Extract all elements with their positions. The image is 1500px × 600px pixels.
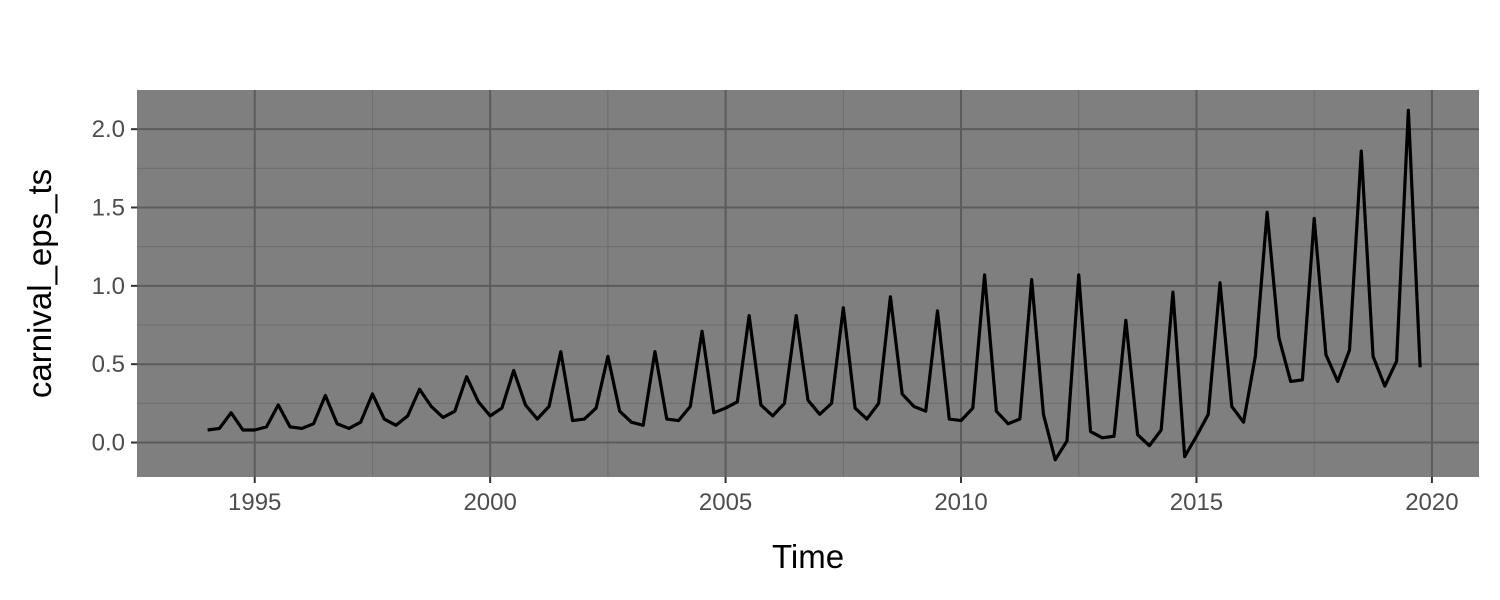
- x-tick-label: 2005: [699, 489, 752, 516]
- y-tick-label: 0.5: [92, 351, 125, 378]
- series-layer: [207, 108, 1422, 462]
- x-axis: 1995 2000 2005 2010 2015 2020: [228, 477, 1459, 516]
- minor-gridlines: [137, 90, 1479, 477]
- y-tick-label: 2.0: [92, 116, 125, 143]
- x-tick-label: 2000: [463, 489, 516, 516]
- x-tick-label: 1995: [228, 489, 281, 516]
- x-axis-title: Time: [772, 538, 844, 575]
- x-tick-label: 2010: [934, 489, 987, 516]
- series-line: [207, 108, 1422, 462]
- x-tick-label: 2020: [1405, 489, 1458, 516]
- y-axis: 0.0 0.5 1.0 1.5 2.0: [92, 116, 137, 457]
- plot-panel: [137, 90, 1479, 477]
- y-axis-title: carnival_eps_ts: [21, 169, 58, 398]
- y-tick-label: 1.5: [92, 195, 125, 222]
- major-gridlines: [137, 90, 1479, 477]
- y-tick-label: 0.0: [92, 430, 125, 457]
- y-tick-label: 1.0: [92, 273, 125, 300]
- x-tick-label: 2015: [1170, 489, 1223, 516]
